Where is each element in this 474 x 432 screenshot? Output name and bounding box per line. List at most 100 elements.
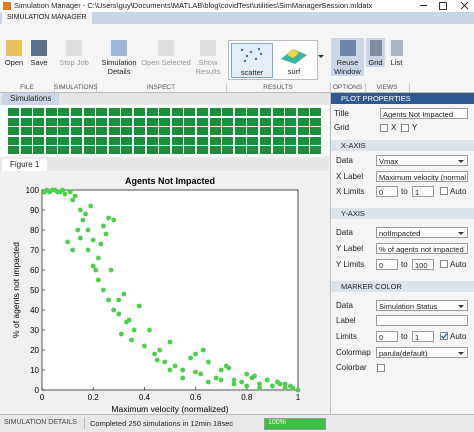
simulation-cell[interactable] [71,108,82,116]
scatter-item[interactable]: scatter [231,43,273,78]
simulation-cell[interactable] [260,127,271,136]
simulation-cell[interactable] [260,146,271,155]
simulation-cell[interactable] [222,136,234,145]
simulation-cell[interactable] [83,136,95,145]
simulation-cell[interactable] [58,136,70,145]
grid-x-checkbox[interactable] [380,124,388,132]
dropdown[interactable]: Simulation Status [376,300,468,311]
simulation-cell[interactable] [197,108,208,116]
simulation-cell[interactable] [96,136,108,145]
simulation-cell[interactable] [146,108,158,116]
simulation-cell[interactable] [171,146,183,155]
simulation-cell[interactable] [184,117,196,126]
simulation-cell[interactable] [134,108,145,116]
simulation-cell[interactable] [297,127,309,136]
simulation-cell[interactable] [108,136,120,145]
reuse-window-button[interactable]: Reuse Window [331,38,364,76]
simulation-cell[interactable] [20,146,32,155]
simulation-cell[interactable] [45,108,57,116]
simulation-cell[interactable] [197,146,208,155]
simulation-cell[interactable] [247,146,259,155]
simulation-cell[interactable] [108,117,120,126]
simulation-cell[interactable] [272,146,284,155]
max-field[interactable]: 1 [412,186,434,197]
simulation-cell[interactable] [297,146,309,155]
simulation-cell[interactable] [197,136,208,145]
simulation-cell[interactable] [71,117,82,126]
simulation-cell[interactable] [222,146,234,155]
simulation-cell[interactable] [197,117,208,126]
open-selected-button[interactable]: Open Selected [140,40,192,67]
simulation-cell[interactable] [108,127,120,136]
simulation-cell[interactable] [134,136,145,145]
simulation-cell[interactable] [33,136,45,145]
simulation-cell[interactable] [272,108,284,116]
simulation-cell[interactable] [197,127,208,136]
simulation-cell[interactable] [8,127,19,136]
simulation-cell[interactable] [33,146,45,155]
dropdown[interactable]: notImpacted [376,227,468,238]
simulation-details-button[interactable]: Simulation Details [98,40,140,76]
simulation-cell[interactable] [272,127,284,136]
simulation-cell[interactable] [159,146,171,155]
grid-y-checkbox[interactable] [401,124,409,132]
dropdown[interactable]: parula(default) [376,347,468,358]
max-field[interactable]: 1 [412,331,434,342]
simulation-cell[interactable] [285,146,297,155]
simulation-cell[interactable] [121,108,133,116]
simulation-cell[interactable] [297,117,309,126]
show-results-button[interactable]: Show Results [194,40,222,76]
save-button[interactable]: Save [27,40,51,67]
colorbar-checkbox[interactable] [377,364,385,372]
simulation-cell[interactable] [184,136,196,145]
simulation-cell[interactable] [310,146,322,155]
simulation-cell[interactable] [58,108,70,116]
simulation-cell[interactable] [33,117,45,126]
simulation-cell[interactable] [159,108,171,116]
simulation-cell[interactable] [297,108,309,116]
simulation-cell[interactable] [58,117,70,126]
simulation-cell[interactable] [45,117,57,126]
stop-job-button[interactable]: Stop Job [56,40,92,67]
simulation-cell[interactable] [234,127,246,136]
simulation-cell[interactable] [310,117,322,126]
simulation-cell[interactable] [71,127,82,136]
simulation-cell[interactable] [247,136,259,145]
simulation-cell[interactable] [234,108,246,116]
simulation-cell[interactable] [96,117,108,126]
text-field[interactable]: % of agents not impacted [376,243,468,254]
simulation-cell[interactable] [83,108,95,116]
simulation-cell[interactable] [209,117,221,126]
simulation-cell[interactable] [222,117,234,126]
toolstrip-tab[interactable]: SIMULATION MANAGER [2,12,92,24]
simulation-cell[interactable] [184,127,196,136]
simulation-cell[interactable] [121,117,133,126]
simulation-cell[interactable] [171,108,183,116]
simulation-cell[interactable] [83,117,95,126]
close[interactable] [460,1,469,10]
simulation-cell[interactable] [45,136,57,145]
simulation-cell[interactable] [33,108,45,116]
simulation-cell[interactable] [45,146,57,155]
simulation-cell[interactable] [96,146,108,155]
simulation-cell[interactable] [247,108,259,116]
simulation-cell[interactable] [8,108,19,116]
simulation-cell[interactable] [134,146,145,155]
simulation-cell[interactable] [209,108,221,116]
auto-checkbox[interactable] [440,187,448,195]
simulation-cell[interactable] [159,136,171,145]
simulation-cell[interactable] [272,136,284,145]
simulation-cell[interactable] [285,117,297,126]
simulation-cell[interactable] [159,117,171,126]
dropdown[interactable]: Vmax [376,155,468,166]
simulation-cell[interactable] [20,117,32,126]
minimize[interactable] [420,5,427,6]
simulation-cell[interactable] [146,127,158,136]
min-field[interactable]: 0 [376,186,398,197]
simulation-cell[interactable] [83,127,95,136]
simulation-cell[interactable] [285,136,297,145]
simulation-cell[interactable] [134,127,145,136]
simulation-cell[interactable] [285,127,297,136]
min-field[interactable]: 0 [376,331,398,342]
text-field[interactable]: Maximum velocity (normal [376,171,468,182]
